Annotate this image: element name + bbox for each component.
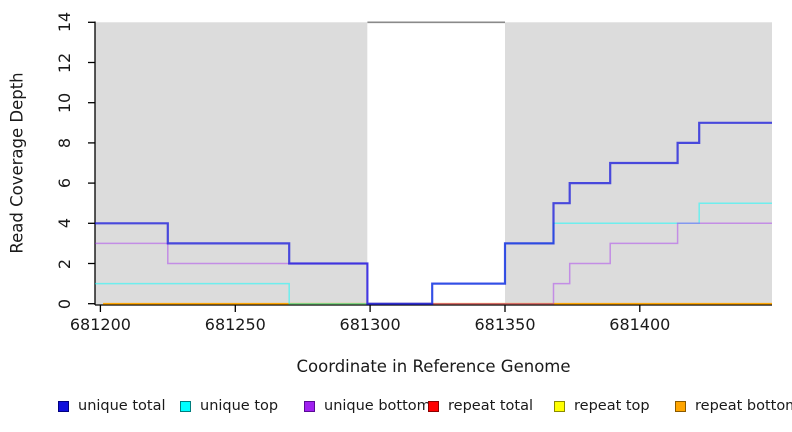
legend-swatch-repeat-top	[554, 400, 565, 412]
legend-item-repeat-total: repeat total	[428, 398, 533, 414]
legend-swatch-unique-bottom	[304, 400, 315, 412]
y-tick-label: 8	[54, 137, 74, 148]
legend-item-repeat-top: repeat top	[554, 398, 650, 414]
legend-label-unique-bottom: unique bottom	[324, 398, 431, 414]
legend-item-unique-top: unique top	[180, 398, 278, 414]
legend-swatch-repeat-total	[428, 400, 439, 412]
series-unique-total-line	[95, 121, 772, 305]
unique-region-left	[95, 22, 368, 306]
legend-item-repeat-bottom: repeat bottom	[675, 398, 792, 414]
y-tick-label: 12	[54, 52, 74, 73]
legend-label-repeat-total: repeat total	[448, 398, 534, 414]
y-tick-label: 14	[54, 12, 74, 33]
x-axis-title: Coordinate in Reference Genome	[296, 357, 571, 376]
y-tick-label: 6	[54, 178, 74, 189]
y-tick-label: 4	[54, 218, 74, 229]
legend-label-unique-total: unique total	[78, 398, 166, 414]
y-tick-label: 10	[54, 92, 74, 113]
series-unique-bottom-line	[95, 222, 772, 305]
legend-swatch-unique-total	[58, 400, 69, 412]
legend-label-unique-top: unique top	[200, 398, 279, 414]
legend-swatch-repeat-bottom	[675, 400, 686, 412]
x-tick-label: 681400	[609, 315, 671, 334]
repeat-region-gap	[367, 22, 505, 306]
x-tick-label: 681250	[204, 315, 266, 334]
y-axis-title: Read Coverage Depth	[7, 72, 27, 254]
y-tick-label: 2	[54, 258, 74, 269]
x-tick-label: 681200	[69, 315, 131, 334]
x-tick-label: 681350	[474, 315, 536, 334]
legend-item-unique-bottom: unique bottom	[304, 398, 431, 414]
legend-label-repeat-bottom: repeat bottom	[695, 398, 792, 414]
legend-item-unique-total: unique total	[58, 398, 166, 414]
legend-swatch-unique-top	[180, 400, 191, 412]
legend-label-repeat-top: repeat top	[574, 398, 650, 414]
y-tick-label: 0	[54, 298, 74, 309]
x-tick-label: 681300	[339, 315, 401, 334]
